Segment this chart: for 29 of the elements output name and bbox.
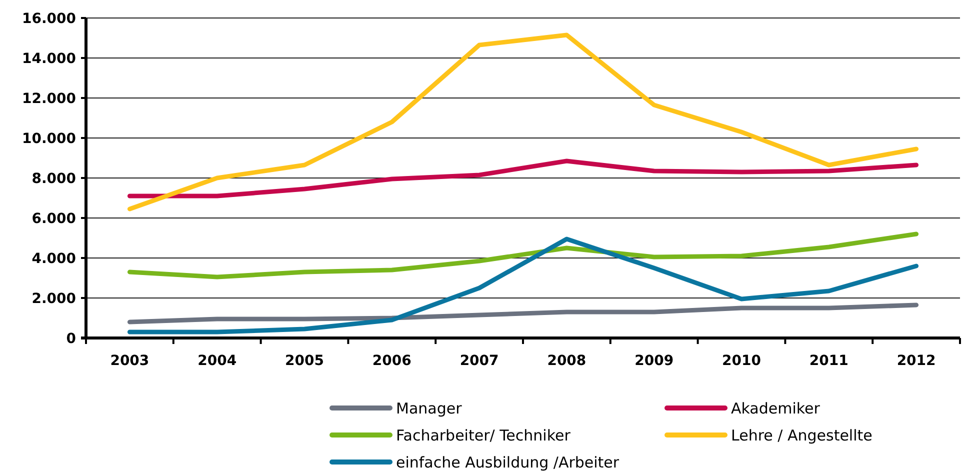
x-tick-label: 2007 <box>460 353 499 369</box>
x-tick-label: 2004 <box>198 353 237 369</box>
legend-label: Lehre / Angestellte <box>731 426 872 444</box>
line-series <box>127 236 919 334</box>
line-series <box>127 232 919 280</box>
y-tick-label: 12.000 <box>22 90 76 107</box>
x-tick-label: 2009 <box>634 353 674 369</box>
x-tick-label: 2010 <box>722 353 762 369</box>
legend-label: Akademiker <box>731 399 821 418</box>
x-tick-label: 2008 <box>547 353 586 369</box>
line-series <box>127 32 919 212</box>
y-tick-label: 4.000 <box>32 250 76 267</box>
y-tick-label: 8.000 <box>32 170 76 187</box>
x-tick-label: 2005 <box>285 353 324 369</box>
legend-label: Manager <box>396 399 463 418</box>
legend-label: einfache Ausbildung /Arbeiter <box>396 453 620 472</box>
x-tick-label: 2011 <box>809 353 848 369</box>
y-tick-label: 0 <box>66 330 76 347</box>
y-tick-label: 14.000 <box>22 50 76 67</box>
y-tick-label: 6.000 <box>32 210 76 227</box>
x-tick-label: 2006 <box>372 353 412 369</box>
x-tick-label: 2003 <box>110 353 150 369</box>
line-series <box>127 158 919 198</box>
x-tick-label: 2012 <box>896 353 936 369</box>
y-tick-label: 10.000 <box>22 130 76 147</box>
legend-label: Facharbeiter/ Techniker <box>396 426 572 444</box>
y-tick-label: 2.000 <box>32 290 76 307</box>
line-series <box>127 302 919 324</box>
y-tick-label: 16.000 <box>22 10 76 27</box>
